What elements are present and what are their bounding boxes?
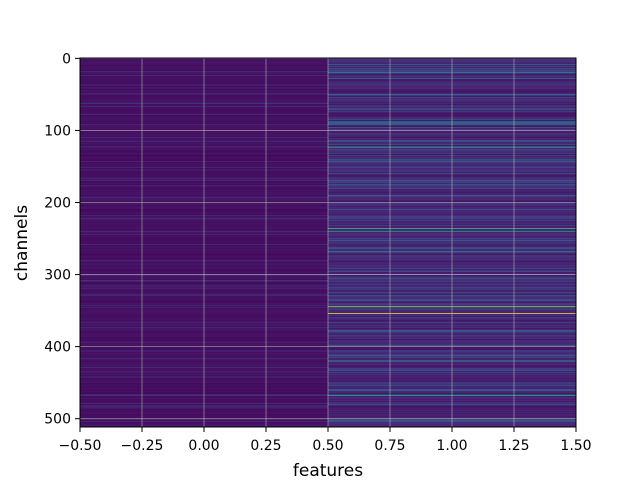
x-axis-label: features bbox=[293, 461, 363, 480]
y-tick-label: 400 bbox=[44, 340, 71, 356]
y-axis-label: channels bbox=[12, 205, 32, 281]
y-tick-label: 0 bbox=[62, 51, 71, 67]
x-tick-label: 1.25 bbox=[498, 438, 529, 454]
y-tick-label: 300 bbox=[44, 268, 71, 284]
x-tick-label: −0.50 bbox=[59, 438, 102, 454]
y-tick-label: 200 bbox=[44, 196, 71, 212]
x-tick-label: −0.25 bbox=[121, 438, 164, 454]
y-tick-label: 100 bbox=[44, 123, 71, 139]
x-tick-label: 0.50 bbox=[312, 438, 343, 454]
x-tick-label: 0.25 bbox=[250, 438, 281, 454]
x-tick-label: 1.00 bbox=[436, 438, 467, 454]
x-tick-label: 0.00 bbox=[188, 438, 219, 454]
x-axis-ticks: −0.50 −0.25 0.00 0.25 0.50 0.75 1.00 1.25 1.50 bbox=[59, 427, 592, 454]
y-axis-ticks: 0 100 200 300 400 500 bbox=[44, 51, 80, 428]
y-tick-label: 500 bbox=[44, 412, 71, 428]
x-tick-label: 1.50 bbox=[560, 438, 591, 454]
x-tick-label: 0.75 bbox=[374, 438, 405, 454]
